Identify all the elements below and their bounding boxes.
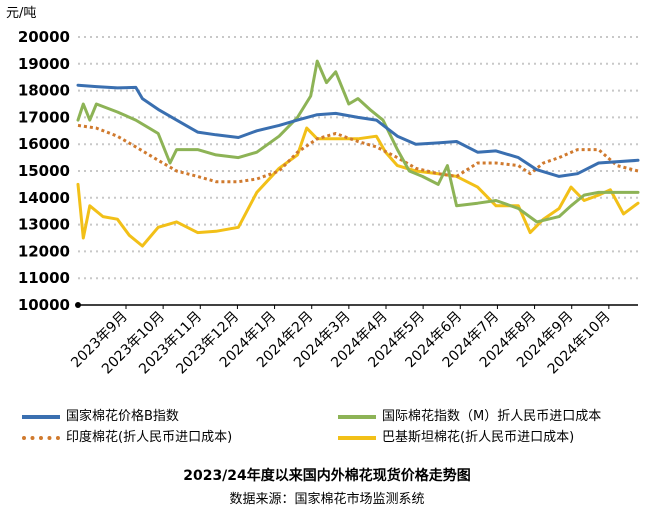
x-axis-origin-marker xyxy=(75,302,81,308)
legend-swatch-2 xyxy=(22,435,60,440)
y-tick-label: 18000 xyxy=(18,82,70,100)
series-line-3 xyxy=(76,126,640,248)
legend-item-series-2: 印度棉花(折人民币进口成本) xyxy=(22,430,232,446)
legend-label-0: 国家棉花价格B指数 xyxy=(66,409,179,424)
y-tick-label: 15000 xyxy=(18,162,70,180)
legend-swatch-3 xyxy=(338,435,376,440)
y-tick-label: 14000 xyxy=(18,189,70,207)
legend-item-series-1: 国际棉花指数（M）折人民币进口成本 xyxy=(338,409,601,425)
legend-label-2: 印度棉花(折人民币进口成本) xyxy=(66,430,233,445)
y-tick-label: 19000 xyxy=(18,55,70,73)
legend-swatch-1 xyxy=(338,414,376,419)
legend-item-series-0: 国家棉花价格B指数 xyxy=(22,409,179,425)
y-tick-label: 13000 xyxy=(18,216,70,234)
y-tick-label: 10000 xyxy=(18,296,70,314)
y-axis-unit: 元/吨 xyxy=(6,6,37,21)
x-tick-labels: 2023年9月2023年10月2023年11月2023年12月2024年1月20… xyxy=(68,305,614,377)
y-tick-label: 12000 xyxy=(18,242,70,260)
y-tick-label: 17000 xyxy=(18,108,70,126)
legend-label-1: 国际棉花指数（M）折人民币进口成本 xyxy=(382,409,602,424)
gridlines xyxy=(78,36,638,280)
series-line-2 xyxy=(77,123,639,184)
series-line-0 xyxy=(76,83,640,178)
series-line-1 xyxy=(76,59,640,224)
legend-swatch-0 xyxy=(22,414,60,419)
y-tick-labels: 20000 19000 18000 17000 16000 15000 14000 13000… xyxy=(18,28,70,314)
chart-source-note: 数据来源：国家棉花市场监测系统 xyxy=(229,492,425,507)
y-tick-label: 16000 xyxy=(18,135,70,153)
legend-item-series-3: 巴基斯坦棉花(折人民币进口成本) xyxy=(338,430,574,446)
y-tick-label: 20000 xyxy=(18,28,70,46)
y-tick-label: 11000 xyxy=(18,269,70,287)
chart-title: 2023/24年度以来国内外棉花现货价格走势图 xyxy=(183,468,471,484)
series-lines xyxy=(76,59,640,248)
legend-label-3: 巴基斯坦棉花(折人民币进口成本) xyxy=(382,430,575,445)
